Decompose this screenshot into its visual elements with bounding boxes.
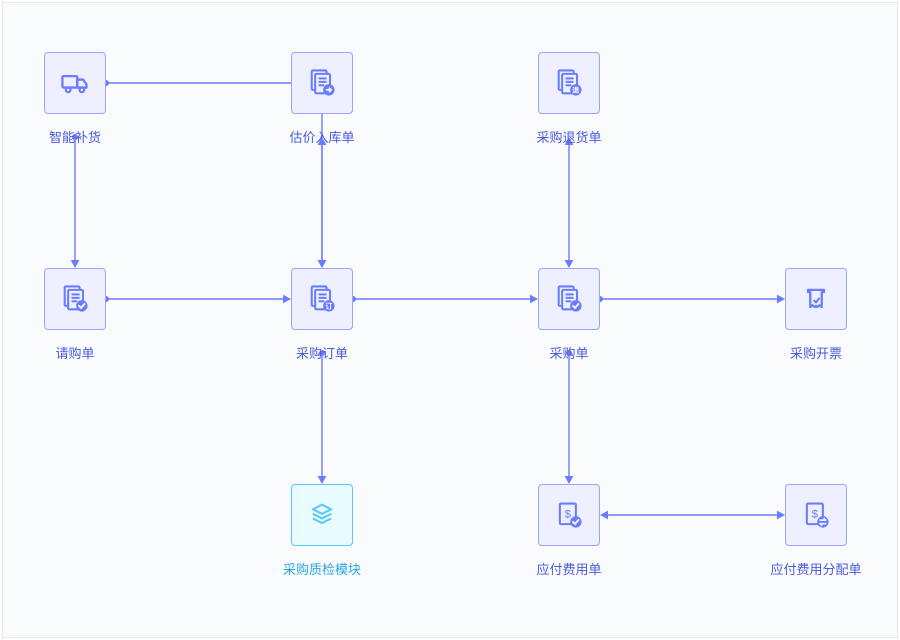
node-label: 采购退货单: [536, 130, 601, 146]
node-label: 应付费用分配单: [770, 562, 861, 578]
node-box: [291, 52, 353, 114]
node-box: 退: [538, 52, 600, 114]
node-payable_alloc: $ 应付费用分配单: [785, 484, 847, 546]
doc-return-icon: 退: [553, 67, 585, 99]
node-purchase_invoice: 采购开票: [785, 268, 847, 330]
node-box: [44, 268, 106, 330]
node-box: [291, 484, 353, 546]
node-label: 采购订单: [296, 346, 348, 362]
truck-icon: [59, 67, 91, 99]
svg-text:订: 订: [325, 302, 332, 311]
node-box: [44, 52, 106, 114]
node-payable_expense: $ 应付费用单: [538, 484, 600, 546]
node-label: 估价入库单: [289, 130, 354, 146]
node-est_inbound: 估价入库单: [291, 52, 353, 114]
node-smart_replenish: 智能补货: [44, 52, 106, 114]
node-box: [785, 268, 847, 330]
flowchart-canvas: 智能补货 估价入库单 退采购退货单 请购单 订采购订单: [0, 0, 900, 640]
svg-text:退: 退: [572, 86, 579, 95]
node-label: 智能补货: [49, 130, 101, 146]
layers-icon: [306, 499, 338, 531]
doc-arrow-icon: [306, 67, 338, 99]
receipt-icon: [800, 283, 832, 315]
node-label: 应付费用单: [536, 562, 601, 578]
node-box: [538, 268, 600, 330]
doc-check-icon: [553, 283, 585, 315]
node-box: $: [538, 484, 600, 546]
doc-order-icon: 订: [306, 283, 338, 315]
node-purchase_order: 订采购订单: [291, 268, 353, 330]
node-box: 订: [291, 268, 353, 330]
node-label: 采购质检模块: [283, 562, 361, 578]
doc-swap-icon: $: [800, 499, 832, 531]
doc-check-icon: [59, 283, 91, 315]
node-label: 请购单: [55, 346, 94, 362]
node-label: 采购单: [549, 346, 588, 362]
doc-money-icon: $: [553, 499, 585, 531]
canvas-border: [2, 2, 898, 638]
node-label: 采购开票: [790, 346, 842, 362]
svg-text:$: $: [812, 508, 819, 520]
node-purchase_qc: 采购质检模块: [291, 484, 353, 546]
node-purchase_return: 退采购退货单: [538, 52, 600, 114]
node-purchase_doc: 采购单: [538, 268, 600, 330]
node-requisition: 请购单: [44, 268, 106, 330]
node-box: $: [785, 484, 847, 546]
svg-text:$: $: [565, 508, 572, 520]
